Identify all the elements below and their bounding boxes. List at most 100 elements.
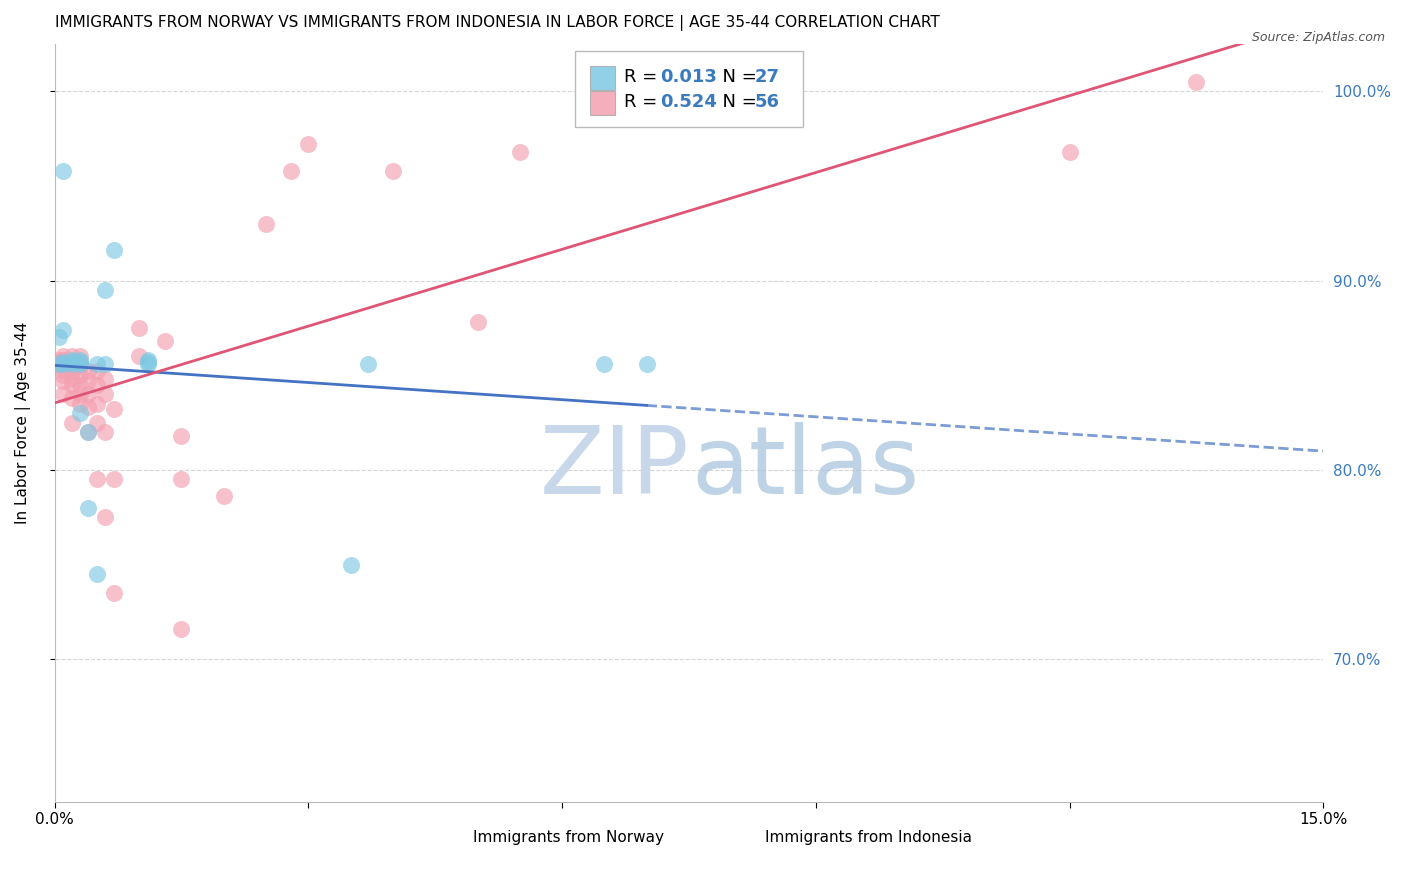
- Point: [94, 510, 117, 524]
- Point: [77, 425, 100, 439]
- Point: [170, 622, 193, 636]
- Text: N =: N =: [710, 93, 762, 111]
- Point: [48, 330, 70, 344]
- Point: [60, 364, 83, 378]
- Point: [136, 357, 159, 371]
- Point: [86, 357, 108, 371]
- Point: [77, 401, 100, 415]
- Point: [86, 364, 108, 378]
- Point: [69, 368, 91, 383]
- Text: N =: N =: [710, 68, 762, 86]
- Point: [153, 334, 176, 348]
- Point: [77, 364, 100, 378]
- Point: [509, 145, 531, 159]
- Point: [52, 362, 75, 376]
- Point: [103, 586, 125, 600]
- Point: [593, 357, 616, 371]
- Point: [77, 374, 100, 388]
- Point: [77, 425, 100, 439]
- Point: [52, 355, 75, 369]
- Point: [69, 377, 91, 392]
- FancyBboxPatch shape: [575, 51, 803, 127]
- Point: [339, 558, 361, 572]
- FancyBboxPatch shape: [735, 827, 761, 847]
- FancyBboxPatch shape: [591, 66, 616, 90]
- Point: [1059, 145, 1081, 159]
- Point: [60, 359, 83, 373]
- Point: [52, 387, 75, 401]
- Point: [77, 500, 100, 515]
- Text: ZIP: ZIP: [540, 422, 689, 514]
- Point: [48, 357, 70, 371]
- Point: [60, 357, 83, 371]
- Point: [69, 359, 91, 373]
- Point: [86, 397, 108, 411]
- Point: [297, 137, 319, 152]
- Point: [136, 355, 159, 369]
- Point: [69, 357, 91, 371]
- Point: [52, 374, 75, 388]
- Point: [280, 163, 302, 178]
- Point: [60, 416, 83, 430]
- Point: [52, 355, 75, 369]
- Point: [52, 357, 75, 371]
- Point: [128, 349, 150, 363]
- Point: [636, 357, 658, 371]
- Point: [69, 406, 91, 420]
- Point: [60, 372, 83, 386]
- Point: [48, 355, 70, 369]
- Point: [170, 472, 193, 486]
- Point: [52, 349, 75, 363]
- Point: [356, 357, 378, 371]
- Text: Immigrants from Indonesia: Immigrants from Indonesia: [765, 830, 972, 845]
- Point: [94, 387, 117, 401]
- Point: [254, 217, 277, 231]
- FancyBboxPatch shape: [444, 827, 470, 847]
- Point: [52, 353, 75, 368]
- Point: [467, 315, 489, 329]
- Point: [69, 387, 91, 401]
- Text: 27: 27: [755, 68, 780, 86]
- Text: R =: R =: [624, 93, 664, 111]
- Text: 0.013: 0.013: [659, 68, 717, 86]
- Point: [52, 368, 75, 383]
- Point: [128, 321, 150, 335]
- Text: atlas: atlas: [692, 422, 920, 514]
- Point: [48, 357, 70, 371]
- Text: 56: 56: [755, 93, 780, 111]
- Point: [94, 425, 117, 439]
- Text: 0.524: 0.524: [659, 93, 717, 111]
- Point: [94, 357, 117, 371]
- Point: [69, 353, 91, 368]
- Point: [94, 372, 117, 386]
- Point: [69, 397, 91, 411]
- Text: Source: ZipAtlas.com: Source: ZipAtlas.com: [1251, 31, 1385, 45]
- Point: [1185, 74, 1208, 88]
- Point: [77, 387, 100, 401]
- Point: [86, 416, 108, 430]
- Point: [60, 377, 83, 392]
- Point: [103, 243, 125, 257]
- Point: [212, 490, 235, 504]
- Point: [170, 429, 193, 443]
- Point: [52, 163, 75, 178]
- Point: [52, 323, 75, 337]
- Point: [60, 349, 83, 363]
- Text: IMMIGRANTS FROM NORWAY VS IMMIGRANTS FROM INDONESIA IN LABOR FORCE | AGE 35-44 C: IMMIGRANTS FROM NORWAY VS IMMIGRANTS FRO…: [55, 15, 939, 31]
- Point: [94, 283, 117, 297]
- Point: [69, 355, 91, 369]
- Y-axis label: In Labor Force | Age 35-44: In Labor Force | Age 35-44: [15, 321, 31, 524]
- Point: [48, 353, 70, 368]
- Point: [86, 567, 108, 582]
- Point: [136, 353, 159, 368]
- Point: [69, 349, 91, 363]
- Point: [60, 353, 83, 368]
- FancyBboxPatch shape: [591, 91, 616, 115]
- Point: [60, 391, 83, 405]
- Text: R =: R =: [624, 68, 664, 86]
- Point: [381, 163, 404, 178]
- Point: [86, 472, 108, 486]
- Point: [103, 472, 125, 486]
- Point: [86, 377, 108, 392]
- Point: [60, 355, 83, 369]
